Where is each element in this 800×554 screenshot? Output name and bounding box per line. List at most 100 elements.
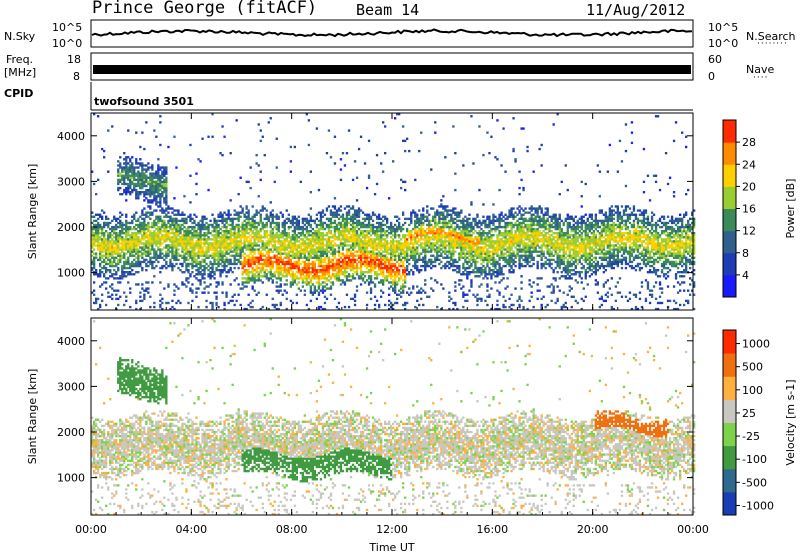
heatmap-cell [137, 256, 140, 259]
heatmap-cell [422, 238, 425, 241]
heatmap-cell [179, 230, 182, 233]
heatmap-cell [339, 269, 343, 272]
heatmap-cell [406, 260, 409, 264]
heatmap-cell [285, 271, 288, 274]
heatmap-cell [293, 256, 297, 259]
nsky-trace [91, 28, 693, 38]
heatmap-cell [173, 213, 176, 216]
heatmap-cell [299, 256, 303, 259]
heatmap-cell [359, 275, 363, 278]
heatmap-cell [420, 215, 423, 218]
heatmap-cell [261, 242, 264, 245]
heatmap-cell [428, 260, 431, 264]
heatmap-cell [289, 225, 293, 229]
heatmap-cell [231, 240, 234, 243]
heatmap-cell [127, 188, 130, 192]
heatmap-cell [347, 209, 351, 212]
heatmap-cell [147, 252, 150, 255]
heatmap-cell [293, 236, 297, 239]
heatmap-cell [359, 252, 363, 255]
heatmap-cell [237, 244, 240, 247]
heatmap-cell [161, 248, 164, 251]
heatmap-cell [355, 176, 359, 179]
heatmap-cell [299, 252, 303, 255]
heatmap-cell [103, 260, 106, 264]
heatmap-cell [426, 295, 429, 298]
heatmap-cell [237, 232, 240, 235]
heatmap-cell [273, 273, 276, 276]
heatmap-cell [229, 213, 232, 216]
heatmap-cell [275, 277, 278, 280]
heatmap-cell [271, 256, 274, 259]
heatmap-cell [373, 271, 377, 274]
heatmap-cell [173, 221, 176, 225]
heatmap-cell [321, 238, 325, 241]
heatmap-cell [434, 225, 437, 229]
heatmap-cell [269, 258, 272, 262]
heatmap-cell [173, 232, 176, 235]
heatmap-cell [454, 221, 457, 225]
heatmap-cell [195, 230, 198, 233]
heatmap-cell [253, 281, 256, 284]
heatmap-cell [137, 250, 140, 253]
heatmap-cell [211, 244, 214, 247]
heatmap-cell [221, 291, 224, 294]
heatmap-cell [454, 236, 457, 239]
heatmap-cell [295, 264, 299, 268]
heatmap-cell [297, 271, 301, 274]
heatmap-cell [317, 248, 321, 251]
heatmap-cell [115, 225, 118, 229]
heatmap-cell [382, 269, 385, 272]
heatmap-cell [418, 221, 421, 225]
heatmap-cell [394, 246, 397, 249]
heatmap-cell [440, 236, 443, 239]
heatmap-cell [207, 223, 210, 227]
heatmap-cell [408, 149, 411, 153]
heatmap-cell [179, 240, 182, 243]
heatmap-cell [109, 236, 112, 239]
heatmap-cell [145, 264, 148, 268]
heatmap-cell [113, 250, 116, 253]
heatmap-cell [424, 258, 427, 262]
heatmap-cell [341, 234, 345, 237]
heatmap-cell [281, 232, 284, 235]
heatmap-cell [139, 225, 142, 229]
heatmap-cell [243, 269, 246, 272]
heatmap-cell [247, 227, 250, 231]
heatmap-cell [345, 217, 349, 221]
heatmap-cell [335, 275, 339, 278]
heatmap-cell [361, 250, 365, 253]
heatmap-cell [299, 277, 303, 280]
heatmap-cell [229, 262, 232, 266]
heatmap-cell [101, 271, 104, 274]
heatmap-cell [259, 234, 262, 237]
heatmap-cell [113, 258, 116, 262]
heatmap-cell [378, 260, 381, 264]
heatmap-cell [237, 234, 240, 237]
heatmap-cell [175, 242, 178, 245]
heatmap-cell [165, 195, 168, 198]
heatmap-cell [191, 291, 194, 294]
heatmap-cell [145, 211, 148, 214]
heatmap-cell [303, 289, 307, 292]
heatmap-cell [155, 170, 158, 173]
heatmap-cell [99, 242, 102, 245]
heatmap-cell [339, 232, 343, 235]
heatmap-cell [165, 254, 168, 257]
heatmap-cell [263, 271, 266, 274]
heatmap-cell [414, 223, 417, 227]
heatmap-cell [321, 264, 325, 268]
heatmap-cell [349, 264, 353, 268]
heatmap-cell [235, 211, 238, 214]
heatmap-cell [177, 230, 180, 233]
heatmap-cell [101, 244, 104, 247]
heatmap-cell [355, 219, 359, 223]
heatmap-cell [233, 260, 236, 264]
heatmap-cell [448, 266, 451, 270]
heatmap-cell [321, 221, 325, 225]
heatmap-cell [438, 262, 441, 266]
heatmap-cell [201, 275, 204, 278]
heatmap-cell [369, 227, 373, 231]
heatmap-cell [363, 258, 367, 262]
heatmap-cell [205, 266, 208, 270]
